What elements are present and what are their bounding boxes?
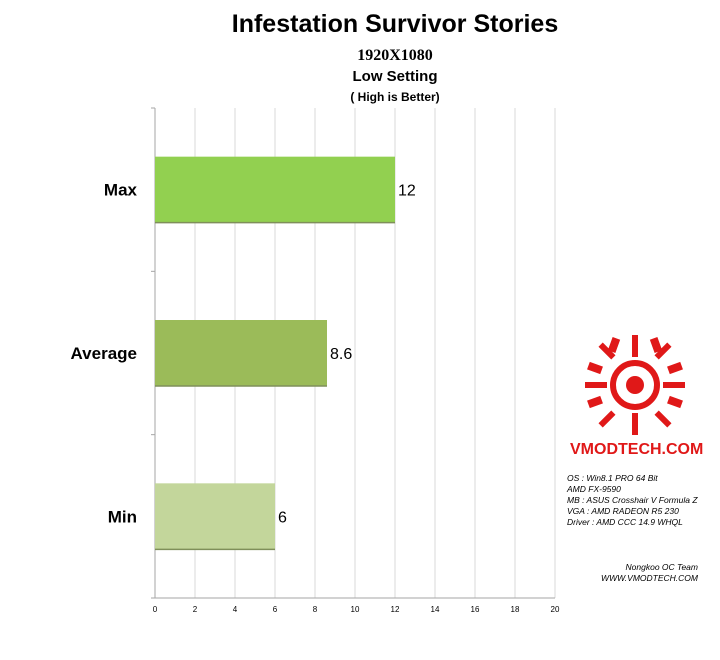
chart-title: Infestation Survivor Stories [231,10,559,38]
x-tick-label: 20 [551,605,560,614]
credit: Nongkoo OC Team WWW.VMODTECH.COM [601,562,698,584]
chart-subtitle-resolution: 1920X1080 [357,47,433,64]
chart-subtitle-setting: Low Setting [352,68,438,85]
x-tick-label: 6 [273,605,278,614]
spec-cpu: AMD FX-9590 [567,484,621,494]
data-label: 12 [398,183,416,200]
x-tick-label: 14 [431,605,440,614]
spec-driver: Driver : AMD CCC 14.9 WHQL [567,517,683,527]
bar [155,483,275,550]
category-label: Average [71,344,137,363]
bar [155,320,327,386]
x-tick-label: 2 [193,605,198,614]
x-tick-label: 4 [233,605,238,614]
x-tick-label: 0 [153,605,158,614]
x-tick-label: 10 [351,605,360,614]
credit-site: WWW.VMODTECH.COM [601,573,698,583]
logo-icon [585,335,685,435]
credit-team: Nongkoo OC Team [625,562,698,572]
x-tick-label: 16 [471,605,480,614]
x-tick-label: 12 [391,605,400,614]
spec-os: OS : Win8.1 PRO 64 Bit [567,473,658,483]
bar [155,156,395,223]
spec-motherboard: MB : ASUS Crosshair V Formula Z [567,495,698,505]
x-tick-label: 18 [511,605,520,614]
category-label: Min [108,507,137,526]
chart-subtitle-note: ( High is Better) [350,90,440,104]
logo-text: VMODTECH.COM [570,441,704,458]
data-label: 8.6 [330,346,352,363]
data-label: 6 [278,509,287,526]
system-specs: OS : Win8.1 PRO 64 Bit AMD FX-9590 MB : … [567,473,698,528]
x-tick-label: 8 [313,605,318,614]
spec-vga: VGA : AMD RADEON R5 230 [567,506,679,516]
category-label: Max [104,181,138,200]
